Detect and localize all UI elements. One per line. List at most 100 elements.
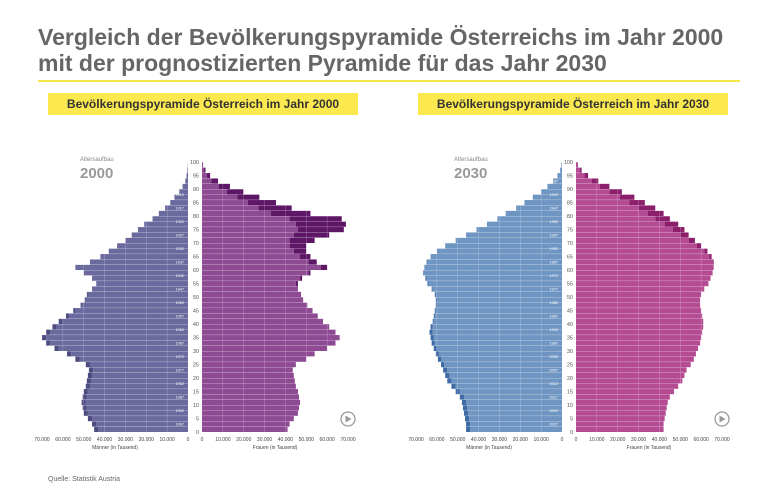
bar-female-age-0: [576, 426, 664, 432]
bar-male-age-76: [486, 221, 562, 227]
age-tick-label: 0: [570, 430, 573, 436]
x-tick-label-male: 40.000: [97, 437, 113, 443]
x-tick-label-female: 60.000: [319, 437, 335, 443]
age-tick-label: 40: [193, 322, 199, 328]
play-icon[interactable]: [340, 411, 356, 427]
bar-female-age-36: [576, 329, 703, 335]
play-icon[interactable]: [714, 411, 730, 427]
x-tick-label-female: 40.000: [652, 437, 668, 443]
bar-male-surplus-age-34: [430, 335, 434, 341]
bar-female-age-8: [202, 405, 299, 411]
bar-male-surplus-age-10: [81, 399, 86, 405]
bar-female-age-70: [576, 237, 689, 243]
bar-male-age-78: [497, 216, 562, 222]
bar-male-age-40: [62, 318, 188, 324]
age-tick-label: 95: [193, 174, 199, 180]
bar-female-surplus-age-66: [293, 248, 307, 254]
bar-male-surplus-age-28: [435, 351, 439, 357]
birth-year-label: 1987: [176, 395, 184, 399]
bar-female-age-2: [576, 421, 664, 427]
bar-male-surplus-age-18: [447, 378, 452, 384]
bar-female-age-28: [202, 351, 315, 357]
birth-year-label: 1917: [176, 206, 184, 210]
bar-male-age-34: [46, 335, 188, 341]
bar-male-age-62: [89, 259, 188, 265]
bar-female-age-94: [576, 173, 585, 179]
bar-male-surplus-age-6: [83, 410, 88, 416]
bar-female-surplus-age-64: [709, 254, 712, 260]
bar-female-age-72: [576, 232, 681, 238]
bar-male-age-28: [71, 351, 188, 357]
bar-male-surplus-age-2: [92, 421, 97, 427]
bar-male-age-90: [182, 183, 188, 189]
bar-female-surplus-age-96: [579, 167, 582, 173]
bar-female-age-38: [576, 324, 704, 330]
bar-male-surplus-age-4: [465, 416, 470, 422]
bar-male-surplus-age-36: [46, 329, 51, 335]
bar-female-age-74: [576, 227, 673, 233]
bar-male-age-74: [476, 227, 562, 233]
x-tick-label-male: 10.000: [533, 437, 549, 443]
bar-male-surplus-age-8: [462, 405, 468, 411]
bar-female-age-88: [576, 189, 610, 195]
birth-year-label: 1942: [176, 274, 184, 278]
bar-male-surplus-age-12: [459, 394, 464, 400]
bar-female-age-24: [576, 362, 691, 368]
bar-male-surplus-age-22: [443, 367, 448, 373]
play-icon-triangle: [719, 415, 726, 423]
bar-male-age-88: [179, 189, 188, 195]
bar-female-age-66: [576, 248, 705, 254]
bar-female-age-10: [202, 399, 301, 405]
title-divider: [38, 80, 740, 82]
age-tick-label: 45: [193, 309, 199, 315]
bar-male-surplus-age-2: [466, 421, 471, 427]
bar-male-age-72: [466, 232, 562, 238]
bar-female-surplus-age-74: [297, 227, 344, 233]
bar-female-surplus-age-72: [293, 232, 330, 238]
bar-male-surplus-age-36: [429, 329, 433, 335]
age-tick-label: 75: [193, 228, 199, 234]
bar-female-surplus-age-90: [218, 183, 230, 189]
year-label: 2030: [454, 165, 487, 182]
x-tick-label-female: 20.000: [236, 437, 252, 443]
bar-female-age-92: [576, 178, 592, 184]
age-tick-label: 70: [193, 241, 199, 247]
bar-male-surplus-age-12: [82, 394, 87, 400]
bar-male-age-16: [455, 383, 562, 389]
bar-female-age-48: [576, 297, 701, 303]
x-tick-label-male: 40.000: [471, 437, 487, 443]
bar-female-age-62: [576, 259, 713, 265]
age-tick-label: 10: [193, 403, 199, 409]
bar-male-surplus-age-18: [86, 378, 92, 384]
bar-female-age-18: [576, 378, 683, 384]
age-tick-label: 95: [567, 174, 573, 180]
bar-male-age-14: [459, 389, 562, 395]
x-tick-label-female: 0: [201, 437, 204, 443]
birth-year-label: 1962: [550, 247, 558, 251]
x-tick-label-female: 50.000: [299, 437, 315, 443]
x-axis-label-female: Frauen (in Tausend): [253, 445, 298, 451]
bar-male-surplus-age-54: [427, 281, 429, 287]
bar-male-age-44: [75, 308, 188, 314]
age-tick-label: 40: [567, 322, 573, 328]
x-tick-label-female: 10.000: [589, 437, 605, 443]
x-tick-label-female: 40.000: [278, 437, 294, 443]
bar-male-surplus-age-14: [83, 389, 88, 395]
birth-year-label: 1992: [176, 409, 184, 413]
bar-male-age-32: [434, 340, 562, 346]
bar-male-surplus-age-44: [73, 308, 76, 314]
bar-female-surplus-age-78: [289, 216, 342, 222]
bar-female-age-12: [202, 394, 299, 400]
x-axis-label-male: Männer (in Tausend): [466, 445, 512, 451]
x-tick-label-male: 10.000: [159, 437, 175, 443]
birth-year-label: 2007: [550, 368, 558, 372]
bar-female-surplus-age-54: [295, 281, 298, 287]
bar-female-surplus-age-66: [704, 248, 708, 254]
bar-female-age-58: [202, 270, 309, 276]
x-tick-label-female: 30.000: [257, 437, 273, 443]
birth-year-label: 1997: [176, 422, 184, 426]
age-tick-label: 30: [567, 349, 573, 355]
bar-female-surplus-age-64: [300, 254, 311, 260]
bar-male-surplus-age-8: [82, 405, 87, 411]
age-tick-label: 50: [567, 295, 573, 301]
